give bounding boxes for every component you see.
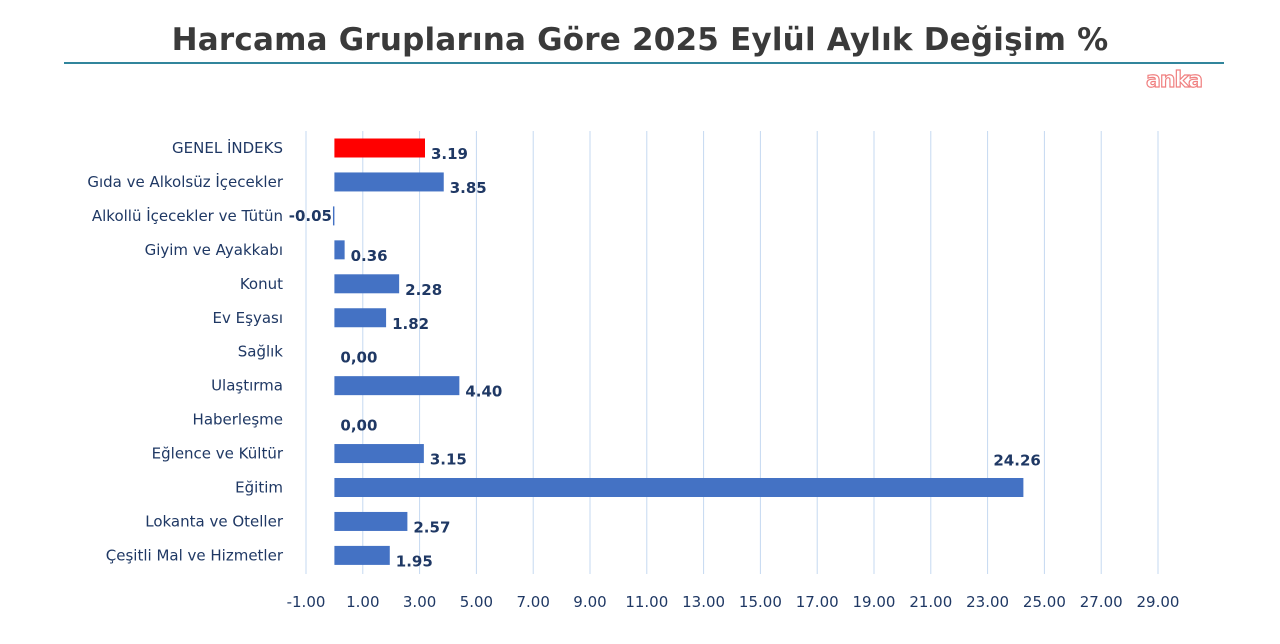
- x-tick-label: 29.00: [1137, 593, 1180, 611]
- data-label: 24.26: [993, 452, 1040, 470]
- bar: [334, 240, 345, 260]
- x-tick-label: 11.00: [625, 593, 668, 611]
- category-label: Konut: [240, 275, 283, 293]
- x-tick-label: 9.00: [573, 593, 606, 611]
- category-label: Lokanta ve Oteller: [145, 512, 284, 530]
- x-tick-label: 3.00: [403, 593, 436, 611]
- data-label: 2.57: [413, 518, 450, 536]
- data-label: 0,00: [340, 349, 377, 367]
- x-tick-label: 13.00: [682, 593, 725, 611]
- data-label: 3.19: [431, 145, 468, 163]
- x-tick-label: 7.00: [516, 593, 549, 611]
- x-tick-label: 25.00: [1023, 593, 1066, 611]
- data-label: 2.28: [405, 281, 442, 299]
- category-label: Çeşitli Mal ve Hizmetler: [106, 546, 284, 564]
- x-tick-label: 1.00: [346, 593, 379, 611]
- category-label: Alkollü İçecekler ve Tütün: [92, 206, 283, 225]
- title-divider: [64, 62, 1224, 64]
- category-label: Eğitim: [235, 479, 283, 497]
- data-label: 0.36: [351, 247, 388, 265]
- data-label: 3.85: [450, 179, 487, 197]
- bars: [332, 138, 1024, 565]
- bar: [334, 172, 444, 192]
- bar: [334, 308, 387, 328]
- data-label: 1.82: [392, 315, 429, 333]
- category-label: Eğlence ve Kültür: [152, 445, 284, 463]
- category-label: Ulaştırma: [211, 377, 283, 395]
- bar: [334, 376, 460, 396]
- bar: [334, 478, 1024, 497]
- x-tick-label: 23.00: [966, 593, 1009, 611]
- category-label: Sağlık: [238, 343, 284, 361]
- data-labels: 3.19 3.85 -0.05 0.36 2.28 1.82 0,00 4.40 0,00 3.1…: [289, 145, 1041, 570]
- bar: [334, 511, 408, 531]
- data-label: -0.05: [289, 207, 332, 225]
- bar: [334, 444, 424, 464]
- data-label: 4.40: [465, 383, 502, 401]
- x-tick-label: 15.00: [739, 593, 782, 611]
- category-label: GENEL İNDEKS: [172, 138, 283, 157]
- x-tick-label: -1.00: [287, 593, 326, 611]
- x-axis-tick-labels: -1.00 1.00 3.00 5.00 7.00 9.00 11.00 13.00 15.00…: [287, 593, 1180, 611]
- category-label: Giyim ve Ayakkabı: [145, 241, 283, 259]
- brand-logo: anka: [1145, 67, 1203, 93]
- category-labels: GENEL İNDEKS Gıda ve Alkolsüz İçecekler Al…: [87, 138, 284, 564]
- data-label: 3.15: [430, 451, 467, 469]
- x-tick-label: 5.00: [460, 593, 493, 611]
- x-tick-label: 27.00: [1080, 593, 1123, 611]
- bar: [334, 138, 425, 158]
- data-label: 0,00: [340, 417, 377, 435]
- x-tick-label: 21.00: [909, 593, 952, 611]
- bar: [334, 545, 390, 565]
- data-label: 1.95: [396, 552, 433, 570]
- category-label: Haberleşme: [193, 411, 283, 429]
- gridlines: [305, 131, 1159, 574]
- x-tick-label: 19.00: [853, 593, 896, 611]
- category-label: Ev Eşyası: [213, 309, 283, 327]
- x-tick-label: 17.00: [796, 593, 839, 611]
- bar: [334, 274, 400, 294]
- category-label: Gıda ve Alkolsüz İçecekler: [87, 172, 283, 191]
- chart-title: Harcama Gruplarına Göre 2025 Eylül Aylık…: [171, 22, 1109, 58]
- bar: [332, 206, 335, 226]
